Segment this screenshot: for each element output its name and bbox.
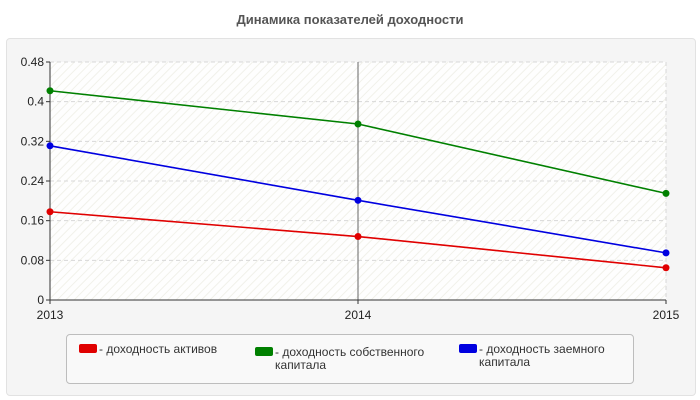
data-point-1-0 bbox=[46, 87, 54, 95]
y-tick-label: 0.24 bbox=[21, 174, 45, 188]
data-point-1-1 bbox=[354, 120, 362, 128]
data-point-0-1 bbox=[354, 233, 362, 241]
data-point-2-0 bbox=[46, 142, 54, 150]
data-point-0-2 bbox=[662, 264, 670, 272]
data-point-2-2 bbox=[662, 249, 670, 257]
legend-label-equity: - доходность собственного капитала bbox=[275, 345, 425, 372]
data-point-0-0 bbox=[46, 208, 54, 216]
y-tick-label: 0.4 bbox=[27, 95, 44, 109]
y-tick-label: 0 bbox=[37, 293, 44, 307]
legend-label-borrowed: - доходность заемного капитала bbox=[479, 342, 605, 369]
y-tick-label: 0.16 bbox=[21, 214, 45, 228]
legend: - доходность активов - доходность собств… bbox=[66, 334, 634, 384]
y-tick-label: 0.48 bbox=[21, 55, 45, 69]
chart-title: Динамика показателей доходности bbox=[236, 12, 464, 27]
x-tick-label: 2015 bbox=[653, 308, 680, 322]
x-tick-label: 2014 bbox=[345, 308, 372, 322]
y-tick-label: 0.08 bbox=[21, 253, 45, 267]
data-point-2-1 bbox=[354, 196, 362, 204]
y-tick-label: 0.32 bbox=[21, 134, 45, 148]
legend-label-assets: - доходность активов bbox=[99, 342, 218, 356]
data-point-1-2 bbox=[662, 189, 670, 197]
legend-swatch-borrowed bbox=[459, 344, 477, 353]
legend-swatch-equity bbox=[255, 347, 273, 356]
x-tick-label: 2013 bbox=[37, 308, 64, 322]
legend-swatch-assets bbox=[79, 344, 97, 353]
